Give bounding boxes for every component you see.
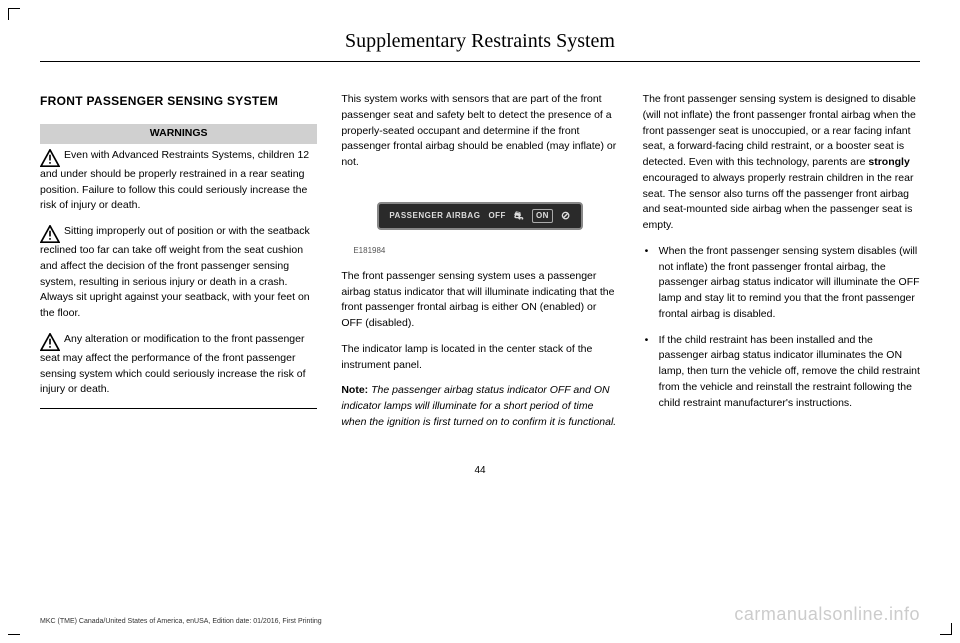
- main-content: FRONT PASSENGER SENSING SYSTEM WARNINGS …: [40, 92, 920, 441]
- warning-block-1: Even with Advanced Restraints Systems, c…: [40, 148, 317, 214]
- airbag-indicator-image: PASSENGER AIRBAG OFF ⛐ ON ⊘: [341, 191, 618, 241]
- note-text: The passenger airbag status indicator OF…: [341, 384, 616, 428]
- note-label: Note:: [341, 384, 368, 396]
- warning-block-2: Sitting improperly out of position or wi…: [40, 224, 317, 322]
- page-header: Supplementary Restraints System: [40, 30, 920, 53]
- watermark: carmanualsonline.info: [734, 604, 920, 625]
- col2-note: Note: The passenger airbag status indica…: [341, 383, 618, 430]
- warnings-header: WARNINGS: [40, 124, 317, 144]
- col3-para-1-bold: strongly: [868, 156, 909, 168]
- bullet-list: When the front passenger sensing system …: [643, 244, 920, 412]
- warnings-divider: [40, 408, 317, 409]
- crop-mark-bl: [8, 623, 20, 635]
- bullet-item-2: If the child restraint has been installe…: [643, 333, 920, 412]
- header-divider: [40, 61, 920, 62]
- col2-para-2: The front passenger sensing system uses …: [341, 269, 618, 332]
- section-title: FRONT PASSENGER SENSING SYSTEM: [40, 92, 317, 110]
- page-number: 44: [40, 465, 920, 476]
- col2-para-3: The indicator lamp is located in the cen…: [341, 342, 618, 374]
- airbag-off-label: OFF: [488, 210, 506, 222]
- warning-icon: [40, 333, 60, 351]
- airbag-on-label: ON: [532, 209, 553, 223]
- col3-para-1: The front passenger sensing system is de…: [643, 92, 920, 234]
- crop-mark-tl: [8, 8, 20, 20]
- airbag-display: PASSENGER AIRBAG OFF ⛐ ON ⊘: [377, 202, 582, 231]
- airbag-display-text: PASSENGER AIRBAG: [389, 210, 480, 222]
- airbag-person-icon: ⛐: [514, 208, 524, 225]
- column-3: The front passenger sensing system is de…: [643, 92, 920, 441]
- column-2: This system works with sensors that are …: [341, 92, 618, 441]
- col3-para-1b: encouraged to always properly restrain c…: [643, 172, 914, 231]
- bullet-item-1: When the front passenger sensing system …: [643, 244, 920, 323]
- warning-text-2: Sitting improperly out of position or wi…: [40, 225, 310, 319]
- column-1: FRONT PASSENGER SENSING SYSTEM WARNINGS …: [40, 92, 317, 441]
- airbag-prohibit-icon: ⊘: [561, 208, 571, 225]
- warning-icon: [40, 225, 60, 243]
- warning-text-1: Even with Advanced Restraints Systems, c…: [40, 149, 309, 212]
- col2-para-1: This system works with sensors that are …: [341, 92, 618, 171]
- image-reference: E181984: [341, 245, 618, 257]
- footer-edition: MKC (TME) Canada/United States of Americ…: [40, 618, 322, 625]
- warning-block-3: Any alteration or modification to the fr…: [40, 332, 317, 398]
- header-title: Supplementary Restraints System: [40, 30, 920, 53]
- warning-icon: [40, 149, 60, 167]
- crop-mark-br: [940, 623, 952, 635]
- warning-text-3: Any alteration or modification to the fr…: [40, 333, 306, 396]
